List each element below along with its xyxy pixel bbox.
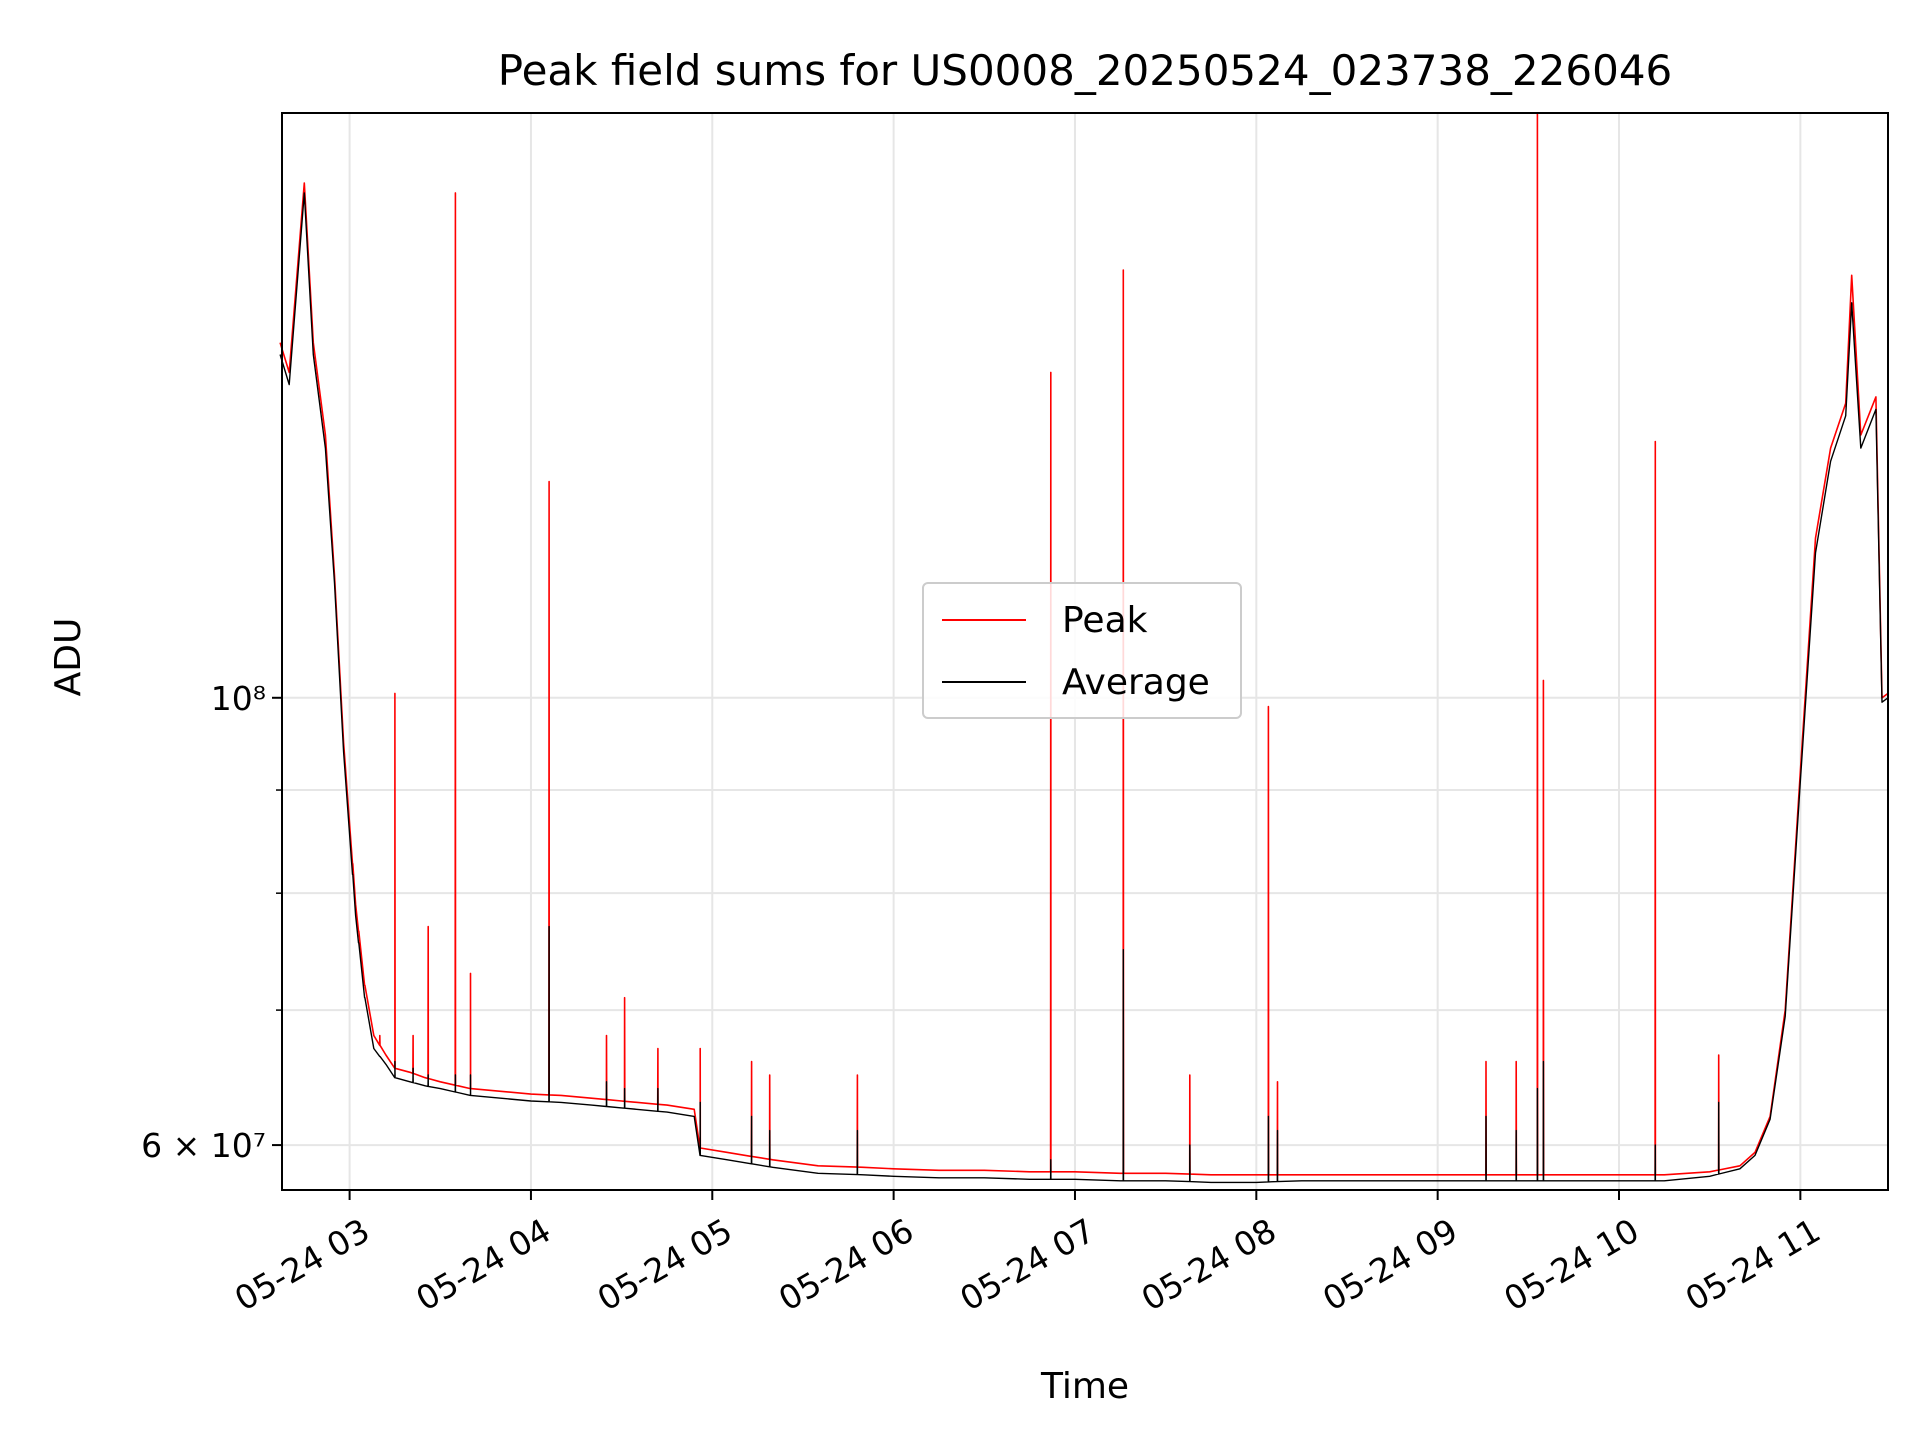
axes-border bbox=[281, 112, 1889, 1191]
series-line-average bbox=[279, 192, 1889, 1184]
y-tick-label: 10⁸ bbox=[211, 679, 266, 718]
y-axis-label: ADU bbox=[48, 618, 89, 697]
legend-swatch-average bbox=[942, 681, 1026, 683]
x-axis-label: Time bbox=[1040, 1366, 1129, 1407]
legend: Peak Average bbox=[922, 582, 1242, 719]
legend-label-peak: Peak bbox=[1062, 599, 1148, 641]
chart-title: Peak field sums for US0008_20250524_0237… bbox=[498, 46, 1673, 95]
plot-area bbox=[279, 112, 1889, 1184]
legend-item-peak: Peak bbox=[942, 599, 1148, 641]
y-tick-label: 6 × 10⁷ bbox=[141, 1126, 266, 1165]
legend-item-average: Average bbox=[942, 661, 1210, 703]
axes-frame bbox=[281, 112, 1889, 1191]
y-axis: 6 × 10⁷ 10⁸ bbox=[141, 679, 282, 1165]
legend-swatch-peak bbox=[942, 619, 1026, 621]
legend-label-average: Average bbox=[1062, 661, 1210, 703]
